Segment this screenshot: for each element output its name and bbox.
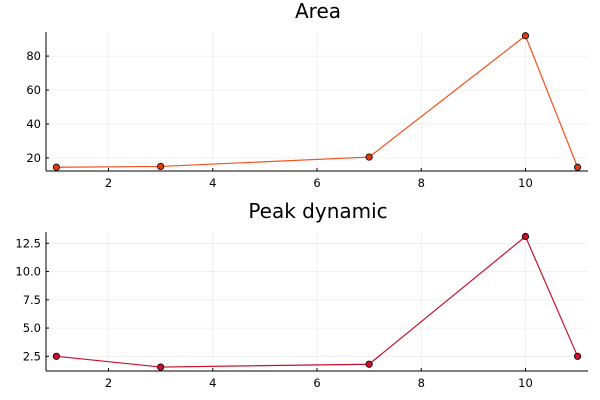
y-tick-label: 7.5 — [23, 293, 41, 307]
y-tick-label: 12.5 — [15, 236, 41, 250]
data-point — [573, 352, 582, 360]
x-tick-label: 2 — [105, 376, 112, 390]
x-tick-label: 10 — [518, 176, 533, 190]
x-tick-label: 4 — [209, 376, 216, 390]
chart-title-area: Area — [295, 0, 341, 23]
y-tick-label: 40 — [26, 117, 41, 131]
data-point — [157, 363, 165, 371]
y-tick-label: 10.0 — [15, 265, 41, 279]
x-tick-label: 6 — [313, 176, 320, 190]
x-tick-label: 8 — [418, 376, 425, 390]
data-point — [365, 360, 373, 368]
x-tick-label: 10 — [518, 376, 533, 390]
chart-panel-peak-dynamic: Peak dynamic 2 4 6 8 10 2.5 5.0 7.5 10.0 12.5 — [15, 199, 588, 390]
y-tick-label: 2.5 — [23, 349, 41, 363]
x-tick-label: 2 — [105, 176, 112, 190]
plot-area-peak-dynamic: 2 4 6 8 10 2.5 5.0 7.5 10.0 12.5 — [15, 232, 588, 390]
data-point — [52, 163, 61, 171]
data-point — [521, 232, 530, 241]
y-tick-label: 60 — [26, 83, 41, 97]
x-tick-label: 6 — [313, 376, 320, 390]
data-point — [521, 32, 530, 40]
data-point — [573, 163, 582, 171]
data-point — [365, 153, 373, 161]
y-tick-label: 20 — [26, 151, 41, 165]
chart-title-peak-dynamic: Peak dynamic — [248, 199, 387, 223]
data-point — [52, 352, 61, 360]
plot-area-area: 2 4 6 8 10 20 40 60 80 — [26, 32, 588, 190]
y-tick-label: 5.0 — [23, 321, 41, 335]
x-tick-label: 4 — [209, 176, 216, 190]
y-tick-label: 80 — [26, 49, 41, 63]
x-tick-label: 8 — [418, 176, 425, 190]
chart-panel-area: Area 2 4 6 8 10 20 40 60 80 — [26, 0, 588, 190]
data-point — [157, 162, 165, 171]
